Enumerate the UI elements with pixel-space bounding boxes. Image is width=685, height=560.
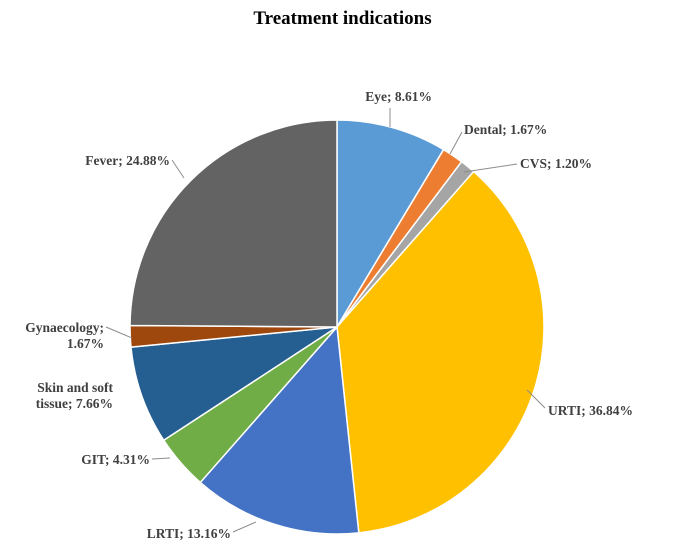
leader-line-dental xyxy=(449,131,463,155)
data-label-line: LRTI; 13.16% xyxy=(147,526,231,541)
leader-line-cvs xyxy=(463,163,518,173)
data-label-git: GIT; 4.31% xyxy=(81,452,150,467)
data-label-line: GIT; 4.31% xyxy=(81,452,150,467)
data-label-line: Eye; 8.61% xyxy=(365,89,432,104)
data-label-cvs: CVS; 1.20% xyxy=(520,156,592,171)
data-label-line: Dental; 1.67% xyxy=(464,122,547,137)
data-label-dental: Dental; 1.67% xyxy=(464,122,547,137)
pie-slices xyxy=(129,119,545,535)
data-label-urti: URTI; 36.84% xyxy=(548,403,633,418)
data-label-line: Gynaecology; xyxy=(25,320,104,335)
data-labels: Eye; 8.61% Dental; 1.67% CVS; 1.20% URTI; 3… xyxy=(25,89,633,541)
data-label-lrti: LRTI; 13.16% xyxy=(147,526,231,541)
leader-line-git xyxy=(151,457,171,460)
data-label-line: Skin and soft xyxy=(37,380,113,395)
slice-urti xyxy=(336,170,545,534)
data-label-fever: Fever; 24.88% xyxy=(85,153,170,168)
slice-eye xyxy=(336,119,445,330)
data-label-line: Fever; 24.88% xyxy=(85,153,170,168)
data-label-line: 1.67% xyxy=(67,336,104,351)
data-label-line: URTI; 36.84% xyxy=(548,403,633,418)
leader-line-lrti xyxy=(232,521,257,533)
leader-line-gynaecology xyxy=(105,326,133,339)
leader-line-fever xyxy=(171,159,185,179)
data-label-gynaecology: Gynaecology; 1.67% xyxy=(25,320,104,351)
chart-title: Treatment indications xyxy=(253,8,432,29)
slice-lrti xyxy=(199,325,360,535)
data-label-line: CVS; 1.20% xyxy=(520,156,592,171)
data-label-line: tissue; 7.66% xyxy=(36,396,113,411)
data-label-eye: Eye; 8.61% xyxy=(365,89,432,104)
data-label-skin-and-soft-tissue: Skin and soft tissue; 7.66% xyxy=(36,380,114,411)
leader-line-urti xyxy=(526,389,546,409)
leader-lines xyxy=(105,108,546,533)
slice-fever xyxy=(129,119,338,328)
slice-skin-and-soft-tissue xyxy=(130,326,338,442)
